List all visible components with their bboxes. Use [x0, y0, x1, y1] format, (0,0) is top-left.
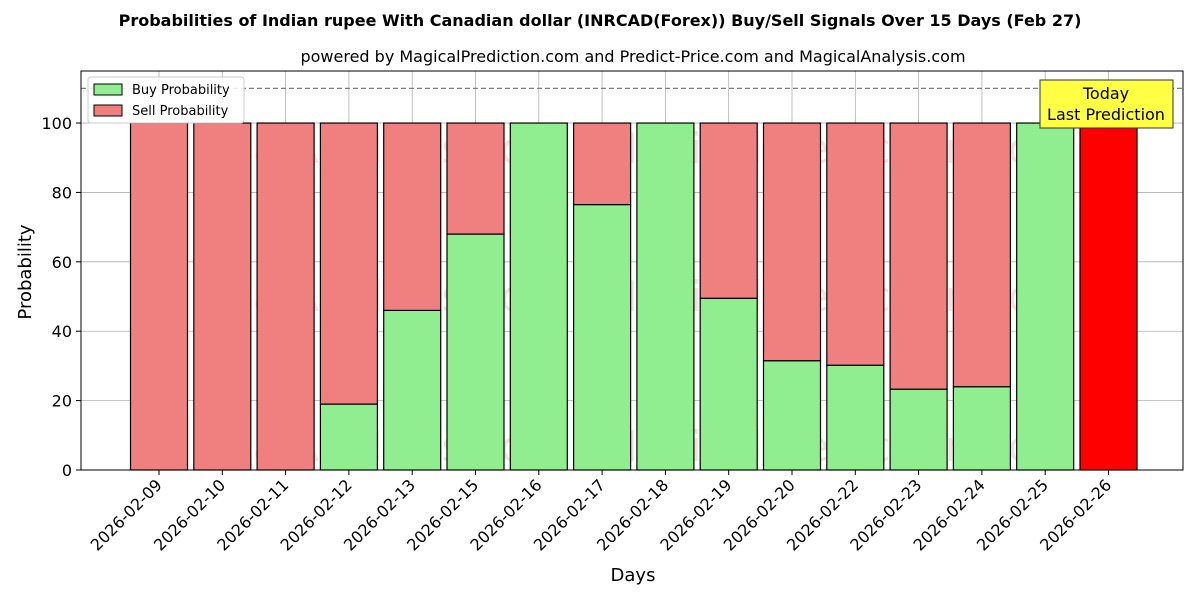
buy-bar — [889, 388, 948, 471]
legend-swatch — [93, 83, 123, 96]
legend: Buy Probability Sell Probability — [87, 76, 245, 124]
legend-box — [87, 76, 245, 124]
buy-bar — [826, 364, 885, 471]
y-tick-label: 0 — [62, 461, 72, 480]
sell-bar — [446, 122, 505, 235]
sell-bar — [193, 122, 252, 471]
sell-bar — [699, 122, 758, 299]
buy-bar — [952, 386, 1012, 471]
today-annotation: Today Last Prediction — [1039, 79, 1174, 129]
sell-bar — [762, 122, 822, 362]
bars-group — [129, 122, 1138, 471]
buy-bar — [1016, 122, 1075, 471]
sell-bar — [826, 122, 885, 366]
plot-frame — [80, 70, 1184, 471]
chart-title: Probabilities of Indian rupee With Canad… — [119, 11, 1082, 30]
y-tick-label: 100 — [41, 114, 72, 133]
sell-bar — [129, 122, 189, 471]
sell-bar — [1079, 122, 1138, 471]
chart-subtitle: powered by MagicalPrediction.com and Pre… — [300, 47, 965, 66]
annotation-box — [1039, 79, 1174, 129]
buy-bar — [446, 233, 505, 471]
y-tick-label: 60 — [52, 253, 72, 272]
legend-label: Sell Probability — [132, 104, 229, 119]
sell-bar — [383, 122, 442, 312]
legend-label: Buy Probability — [132, 83, 230, 98]
legend-swatch — [93, 104, 123, 117]
buy-bar — [762, 360, 822, 471]
sell-bar — [572, 122, 632, 206]
annotation-line-last-prediction: Last Prediction — [1047, 105, 1165, 124]
y-tick-label: 40 — [52, 322, 72, 341]
y-tick-label: 20 — [52, 392, 72, 411]
sell-bar — [952, 122, 1012, 388]
buy-bar — [383, 309, 442, 471]
buy-bar — [319, 403, 378, 471]
sell-bar — [256, 122, 315, 471]
sell-bar — [319, 122, 378, 405]
x-axis-label: Days — [611, 565, 656, 586]
buy-bar — [509, 122, 568, 471]
y-tick-label: 80 — [52, 183, 72, 202]
buy-bar — [636, 122, 695, 471]
y-axis: 0 20 40 60 80 100 — [41, 114, 81, 480]
y-axis-label: Probability — [15, 224, 36, 319]
buy-bar — [699, 297, 758, 471]
x-axis: 2026-02-092026-02-102026-02-112026-02-12… — [87, 470, 1115, 555]
buy-bar — [572, 203, 632, 471]
sell-bar — [889, 122, 948, 390]
annotation-line-today: Today — [1082, 84, 1129, 103]
